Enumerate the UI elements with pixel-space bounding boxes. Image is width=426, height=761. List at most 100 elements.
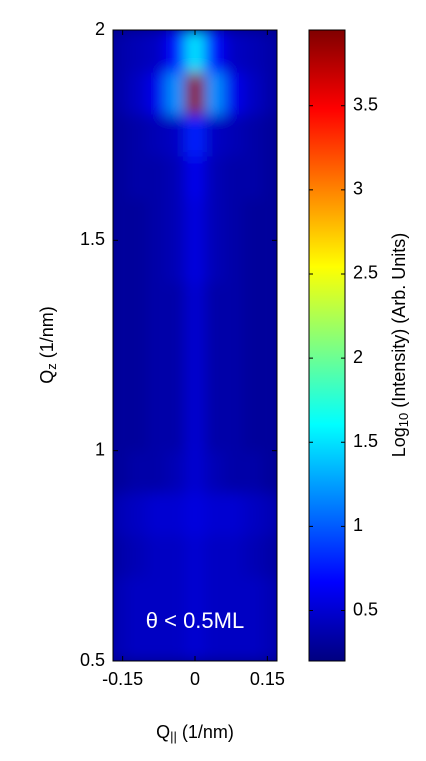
y-tick-label: 2: [95, 19, 105, 39]
heatmap-cell: [146, 30, 167, 73]
heatmap-cell: [113, 114, 128, 157]
colorbar-tick-label: 2.5: [353, 263, 378, 283]
heatmap-cell: [127, 618, 148, 661]
heatmap-cell: [113, 618, 128, 661]
heatmap-cell: [166, 450, 186, 494]
colorbar-tick-label: 3: [353, 179, 363, 199]
colorbar-tick-label: 0.5: [353, 599, 378, 619]
heatmap-cell: [262, 408, 277, 452]
heatmap-cell: [113, 408, 128, 452]
heatmap-cell: [223, 450, 244, 494]
heatmap-cell: [204, 492, 225, 536]
heatmap-cell: [223, 492, 244, 536]
heatmap-cell: [243, 30, 264, 73]
colorbar-tick-label: 3.5: [353, 94, 378, 114]
heatmap-cell: [113, 198, 128, 241]
heatmap-cell: [223, 534, 244, 578]
colorbar: [308, 29, 346, 662]
heatmap-cell: [166, 408, 186, 452]
heatmap-cell: [243, 198, 264, 241]
heatmap-cell: [204, 282, 225, 325]
heatmap-cell: [223, 114, 244, 157]
heatmap-cell: [127, 534, 148, 578]
heatmap-cell: [166, 30, 186, 73]
heatmap-cell: [243, 408, 264, 452]
x-tick-label: -0.15: [102, 669, 143, 689]
heatmap-cell: [185, 324, 206, 368]
heatmap-cell: [243, 450, 264, 494]
heatmap-cell: [243, 366, 264, 410]
heatmap-cell: [262, 576, 277, 620]
heatmap-cell: [185, 534, 206, 578]
heatmap-cell: [166, 618, 186, 661]
heatmap: [113, 30, 277, 661]
heatmap-cell: [185, 30, 206, 73]
heatmap-cell: [185, 492, 206, 536]
heatmap-cell: [166, 366, 186, 410]
heatmap-cell: [113, 240, 128, 283]
heatmap-cell: [243, 492, 264, 536]
heatmap-cell: [185, 576, 206, 620]
heatmap-cell: [146, 366, 167, 410]
heatmap-cell: [185, 366, 206, 410]
heatmap-cell: [262, 324, 277, 368]
heatmap-cell: [223, 576, 244, 620]
heatmap-cell: [127, 492, 148, 536]
heatmap-cell: [166, 114, 186, 157]
heatmap-cell: [146, 156, 167, 199]
heatmap-cell: [223, 198, 244, 241]
colorbar-tick-label: 2: [353, 347, 363, 367]
x-tick-label: 0.15: [250, 669, 285, 689]
heatmap-cell: [166, 240, 186, 283]
heatmap-cell: [204, 618, 225, 661]
x-axis-label: Q|| (1/nm): [156, 722, 234, 745]
heatmap-cell: [146, 324, 167, 368]
heatmap-cell: [166, 198, 186, 241]
heatmap-cell: [113, 534, 128, 578]
heatmap-cell: [204, 72, 225, 115]
heatmap-cell: [204, 366, 225, 410]
heatmap-cell: [223, 282, 244, 325]
heatmap-cell: [113, 30, 128, 73]
heatmap-cell: [185, 450, 206, 494]
heatmap-cell: [243, 534, 264, 578]
heatmap-cell: [223, 366, 244, 410]
heatmap-cell: [185, 618, 206, 661]
y-tick-label: 0.5: [80, 650, 105, 670]
heatmap-cell: [146, 534, 167, 578]
heatmap-cell: [243, 114, 264, 157]
heatmap-cell: [185, 114, 206, 157]
heatmap-cell: [146, 618, 167, 661]
heatmap-cell: [113, 576, 128, 620]
heatmap-cell: [185, 72, 206, 115]
heatmap-cell: [166, 282, 186, 325]
heatmap-cell: [204, 450, 225, 494]
colorbar-label: Log10 (Intensity) (Arb. Units): [389, 233, 412, 458]
heatmap-cell: [113, 282, 128, 325]
heatmap-cell: [262, 240, 277, 283]
heatmap-cell: [127, 198, 148, 241]
annotation: θ < 0.5ML: [146, 608, 244, 633]
heatmap-cell: [204, 198, 225, 241]
heatmap-cell: [146, 450, 167, 494]
heatmap-cell: [166, 492, 186, 536]
heatmap-cell: [127, 156, 148, 199]
heatmap-cell: [204, 576, 225, 620]
y-tick-label: 1: [95, 439, 105, 459]
heatmap-cell: [127, 240, 148, 283]
heatmap-cell: [223, 156, 244, 199]
heatmap-cell: [262, 534, 277, 578]
heatmap-cell: [127, 114, 148, 157]
heatmap-cell: [204, 114, 225, 157]
heatmap-cell: [127, 408, 148, 452]
heatmap-cell: [262, 30, 277, 73]
heatmap-cell: [223, 408, 244, 452]
heatmap-cell: [262, 366, 277, 410]
heatmap-cell: [262, 282, 277, 325]
heatmap-cell: [113, 366, 128, 410]
heatmap-cell: [113, 72, 128, 115]
heatmap-cell: [185, 408, 206, 452]
heatmap-cell: [146, 114, 167, 157]
heatmap-cell: [146, 408, 167, 452]
